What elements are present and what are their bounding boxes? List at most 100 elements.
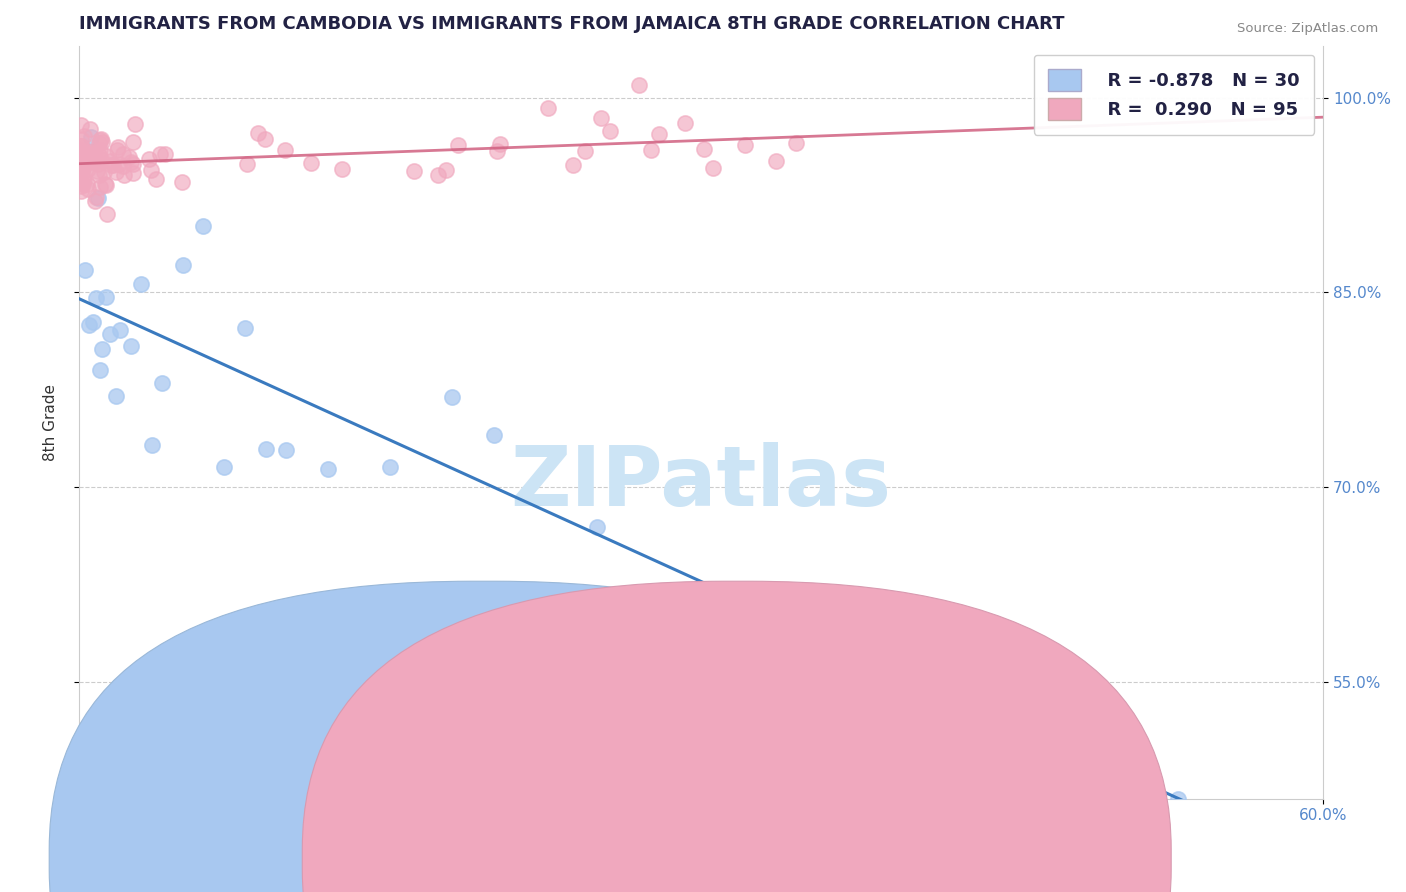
Point (402, 164, 425, 178)
Text: Immigrants from Cambodia: Immigrants from Cambodia (503, 855, 714, 870)
Point (141, 438, 163, 452)
Point (172, 258, 194, 272)
Point (120, 155, 142, 169)
Point (94, 178, 117, 193)
Point (101, 158, 124, 172)
Point (73, 144, 96, 158)
Point (100, 158, 122, 172)
Point (82, 315, 104, 329)
Point (330, 161, 353, 176)
Point (73, 173, 96, 187)
Point (247, 126, 270, 140)
Point (94, 149, 117, 163)
Point (70, 178, 93, 193)
Point (89, 143, 111, 157)
Point (150, 376, 173, 391)
Point (98, 327, 121, 342)
Point (253, 132, 276, 146)
Text: IMMIGRANTS FROM CAMBODIA VS IMMIGRANTS FROM JAMAICA 8TH GRADE CORRELATION CHART: IMMIGRANTS FROM CAMBODIA VS IMMIGRANTS F… (79, 15, 1064, 33)
Point (70, 161, 93, 175)
Point (76, 161, 98, 176)
Point (702, 161, 724, 176)
Point (138, 153, 160, 167)
Point (107, 143, 129, 157)
Point (72, 160, 94, 174)
Point (124, 118, 146, 132)
Point (94, 178, 117, 192)
Point (486, 144, 509, 158)
Point (90, 342, 112, 356)
Point (112, 168, 135, 182)
Point (70, 154, 93, 169)
Point (72, 177, 94, 191)
Point (105, 165, 128, 179)
Point (80, 129, 103, 144)
Legend:   R = -0.878   N = 30,   R =  0.290   N = 95: R = -0.878 N = 30, R = 0.290 N = 95 (1033, 54, 1315, 135)
Point (84, 190, 107, 204)
Point (75, 263, 97, 277)
Point (586, 519, 609, 533)
Point (193, 219, 215, 234)
Point (141, 162, 163, 177)
Point (734, 138, 756, 153)
Point (70, 139, 93, 153)
Point (72, 171, 94, 186)
Point (233, 321, 256, 335)
Point (82, 154, 104, 169)
Point (93, 164, 115, 178)
Point (301, 156, 323, 170)
Text: Immigrants from Jamaica: Immigrants from Jamaica (756, 855, 949, 870)
Point (112, 147, 135, 161)
Point (785, 136, 807, 150)
Point (89, 133, 111, 147)
Point (482, 428, 505, 442)
Point (599, 124, 621, 138)
Point (76, 177, 98, 191)
Point (647, 128, 669, 142)
Point (90, 135, 112, 149)
Point (148, 147, 170, 161)
Point (79, 122, 101, 136)
Point (122, 157, 145, 171)
Point (89, 362, 111, 376)
Point (87, 157, 110, 171)
Point (82, 153, 104, 167)
Point (172, 175, 194, 189)
Point (488, 136, 510, 151)
Point (73, 129, 96, 144)
Text: Source: ZipAtlas.com: Source: ZipAtlas.com (1237, 22, 1378, 36)
Point (86, 164, 108, 178)
Point (70, 163, 93, 178)
Point (441, 390, 464, 404)
Point (83, 145, 105, 160)
Point (70, 154, 93, 169)
Point (94, 290, 117, 304)
Point (90, 132, 112, 146)
Point (111, 159, 134, 173)
Point (591, 111, 613, 125)
Point (80, 146, 103, 161)
Point (89, 180, 111, 194)
Point (640, 144, 662, 158)
Point (122, 136, 145, 150)
Point (627, 78, 650, 92)
Point (212, 459, 235, 474)
Point (129, 277, 152, 292)
Point (537, 101, 560, 115)
Point (80, 147, 103, 161)
Point (121, 166, 143, 180)
Point (765, 154, 787, 169)
Point (1167, 791, 1189, 805)
Point (76, 145, 98, 159)
Text: ZIPatlas: ZIPatlas (510, 442, 891, 523)
Point (120, 339, 142, 353)
Point (87, 148, 110, 162)
Point (70, 132, 93, 146)
Point (427, 168, 450, 182)
Point (96, 207, 118, 221)
Point (236, 156, 259, 170)
Point (87, 169, 110, 183)
Point (107, 140, 129, 154)
Point (90, 153, 112, 167)
Point (274, 143, 297, 157)
